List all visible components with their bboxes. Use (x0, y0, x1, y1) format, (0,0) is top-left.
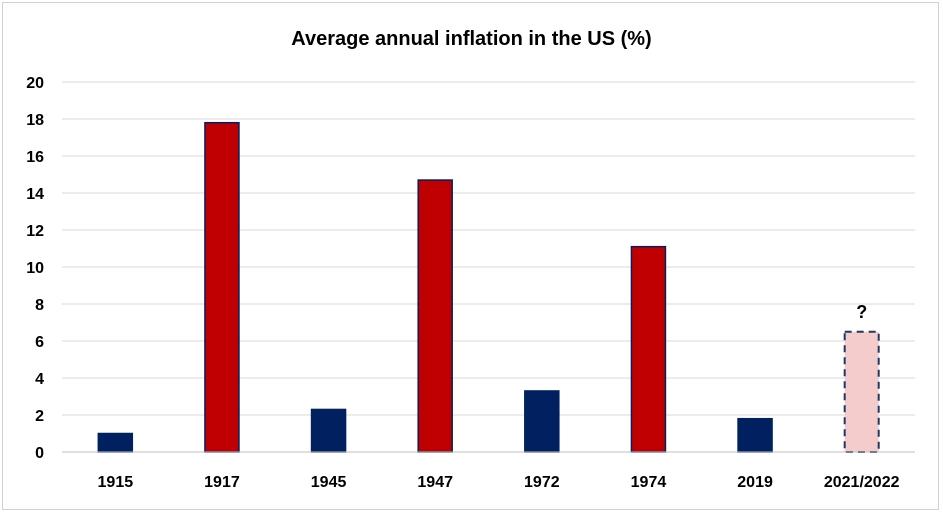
x-tick-label: 2021/2022 (824, 474, 900, 491)
bar-1917 (204, 121, 240, 453)
y-tick-label: 4 (35, 371, 44, 388)
bar-1915 (97, 432, 134, 453)
x-tick-label: 1974 (631, 474, 667, 491)
annotation-question-mark: ? (856, 302, 867, 322)
chart-title: Average annual inflation in the US (%) (291, 28, 652, 50)
y-tick-label: 2 (35, 408, 44, 425)
y-tick-label: 0 (35, 445, 44, 462)
y-tick-label: 14 (26, 186, 44, 203)
x-tick-label: 1947 (417, 474, 453, 491)
bar-1972 (524, 390, 560, 453)
bar-2019 (737, 417, 773, 453)
y-tick-label: 8 (35, 297, 44, 314)
x-tick-label: 1915 (98, 474, 134, 491)
y-tick-label: 18 (26, 112, 44, 129)
x-tick-label: 2019 (737, 474, 773, 491)
bar-1974 (630, 245, 667, 453)
y-tick-label: 10 (26, 260, 44, 277)
y-tick-label: 20 (26, 75, 44, 92)
bar-1945 (310, 408, 347, 453)
y-tick-label: 12 (26, 223, 44, 240)
bar-2021-2022 (843, 330, 880, 453)
x-tick-label: 1945 (311, 474, 347, 491)
x-tick-label: 1972 (524, 474, 560, 491)
x-tick-label: 1917 (204, 474, 240, 491)
bar-1947 (417, 179, 453, 453)
y-tick-label: 6 (35, 334, 44, 351)
y-tick-label: 16 (26, 149, 44, 166)
